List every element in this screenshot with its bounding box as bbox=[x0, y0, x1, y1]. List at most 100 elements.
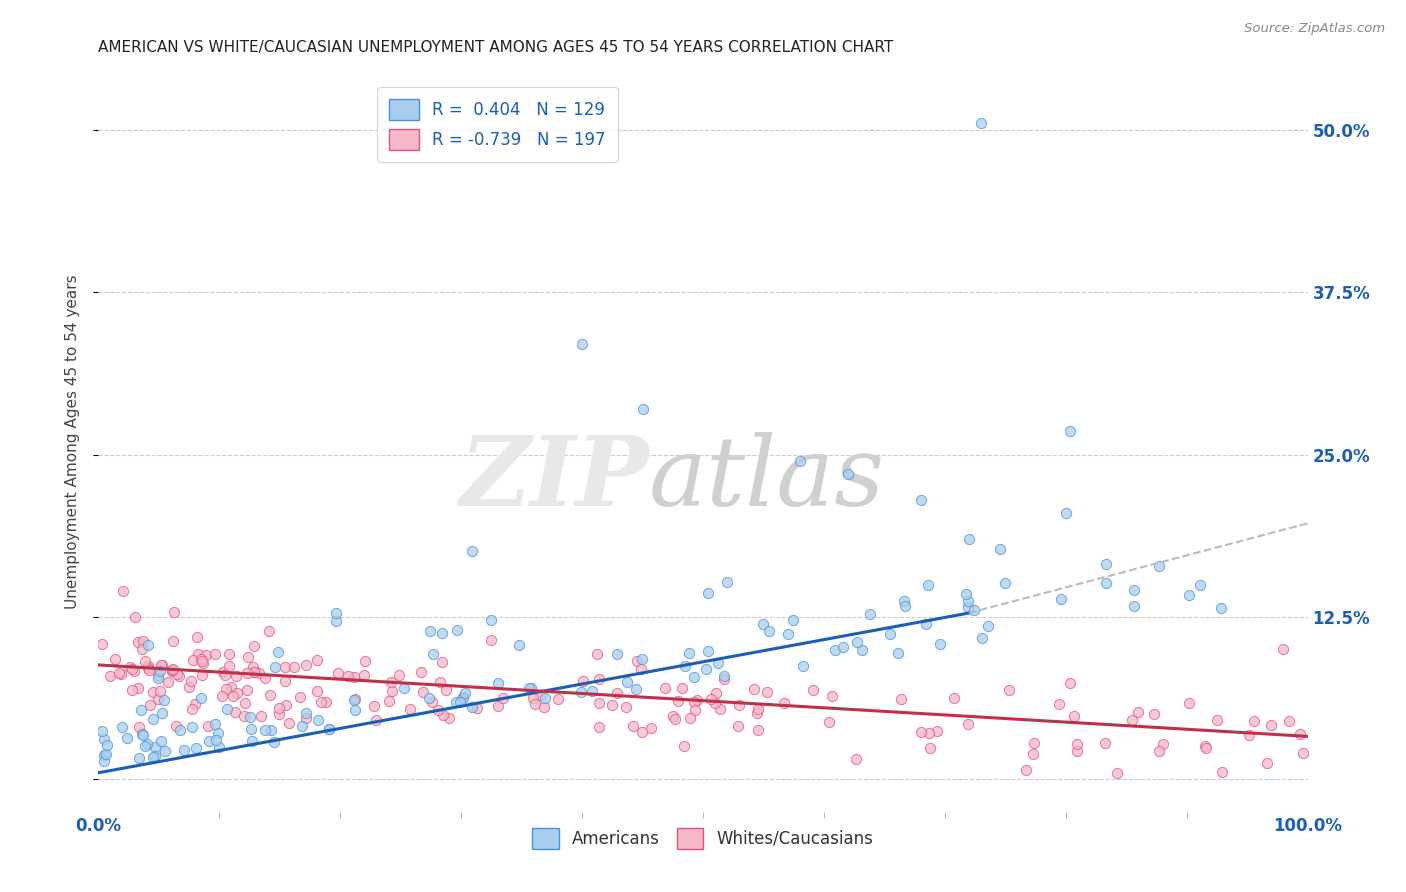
Point bbox=[343, 670, 366, 684]
Point bbox=[269, 701, 291, 715]
Point bbox=[1152, 737, 1174, 751]
Point bbox=[218, 647, 240, 661]
Point bbox=[215, 681, 238, 696]
Point bbox=[683, 670, 706, 684]
Point bbox=[277, 716, 299, 731]
Point bbox=[1149, 559, 1171, 574]
Point bbox=[606, 686, 628, 700]
Point bbox=[242, 639, 264, 653]
Point bbox=[661, 709, 683, 723]
Point bbox=[214, 668, 236, 682]
Point bbox=[1237, 728, 1260, 742]
Point bbox=[685, 693, 707, 707]
Point bbox=[235, 683, 257, 698]
Point bbox=[434, 683, 457, 698]
Point bbox=[845, 752, 868, 766]
Point bbox=[703, 696, 725, 710]
Point bbox=[269, 706, 291, 721]
Point bbox=[118, 660, 141, 674]
Point bbox=[96, 738, 118, 752]
Point bbox=[1022, 736, 1045, 750]
Point bbox=[225, 686, 247, 700]
Point bbox=[128, 751, 150, 765]
Point bbox=[928, 637, 950, 651]
Point bbox=[486, 676, 509, 690]
Point bbox=[233, 697, 256, 711]
Point bbox=[128, 719, 150, 733]
Point bbox=[305, 653, 328, 667]
Point bbox=[1063, 709, 1085, 723]
Point bbox=[239, 709, 262, 723]
Point bbox=[136, 661, 159, 675]
Point bbox=[1260, 718, 1282, 732]
Point bbox=[1095, 557, 1118, 571]
Point bbox=[150, 706, 173, 720]
Point bbox=[479, 632, 502, 647]
Point bbox=[412, 685, 434, 699]
Point bbox=[121, 662, 143, 676]
Point bbox=[290, 690, 312, 704]
Point bbox=[1288, 727, 1310, 741]
Point bbox=[994, 576, 1017, 591]
Point bbox=[1022, 747, 1045, 761]
Point bbox=[1047, 697, 1070, 711]
Point bbox=[824, 643, 846, 657]
Point bbox=[1178, 696, 1201, 710]
Point bbox=[136, 738, 159, 752]
Point bbox=[1243, 714, 1265, 728]
Point bbox=[713, 672, 735, 686]
Point bbox=[136, 659, 159, 673]
Point bbox=[1059, 676, 1081, 690]
Point bbox=[943, 690, 966, 705]
Point bbox=[1066, 744, 1088, 758]
Point bbox=[789, 454, 811, 468]
Point bbox=[124, 664, 146, 678]
Point bbox=[93, 748, 115, 763]
Point bbox=[696, 586, 718, 600]
Point bbox=[432, 707, 454, 722]
Point bbox=[479, 613, 502, 627]
Point bbox=[127, 681, 149, 695]
Point bbox=[378, 694, 401, 708]
Point bbox=[91, 637, 114, 651]
Point bbox=[131, 703, 153, 717]
Point bbox=[449, 696, 471, 710]
Point bbox=[184, 697, 207, 711]
Point bbox=[782, 613, 804, 627]
Point bbox=[93, 732, 115, 747]
Point bbox=[204, 733, 226, 747]
Point bbox=[121, 682, 143, 697]
Point bbox=[429, 675, 451, 690]
Point bbox=[910, 724, 932, 739]
Point bbox=[1278, 714, 1301, 728]
Text: Source: ZipAtlas.com: Source: ZipAtlas.com bbox=[1244, 22, 1385, 36]
Point bbox=[180, 701, 202, 715]
Point bbox=[606, 648, 628, 662]
Point bbox=[139, 698, 162, 713]
Point bbox=[453, 690, 475, 705]
Point bbox=[274, 660, 297, 674]
Point bbox=[218, 659, 240, 673]
Point bbox=[772, 696, 794, 710]
Point bbox=[153, 693, 176, 707]
Point bbox=[1189, 577, 1212, 591]
Point bbox=[291, 719, 314, 733]
Point bbox=[235, 665, 257, 680]
Point bbox=[149, 658, 172, 673]
Point bbox=[697, 644, 720, 658]
Point bbox=[1272, 642, 1295, 657]
Point bbox=[179, 680, 201, 694]
Point bbox=[142, 750, 165, 764]
Point bbox=[93, 755, 115, 769]
Point bbox=[127, 635, 149, 649]
Point bbox=[955, 587, 977, 601]
Point bbox=[197, 718, 219, 732]
Point bbox=[664, 712, 686, 726]
Point bbox=[211, 689, 233, 703]
Point bbox=[344, 703, 367, 717]
Point bbox=[420, 695, 443, 709]
Point bbox=[157, 675, 180, 690]
Point bbox=[1059, 425, 1081, 439]
Point bbox=[353, 668, 375, 682]
Point bbox=[745, 706, 768, 721]
